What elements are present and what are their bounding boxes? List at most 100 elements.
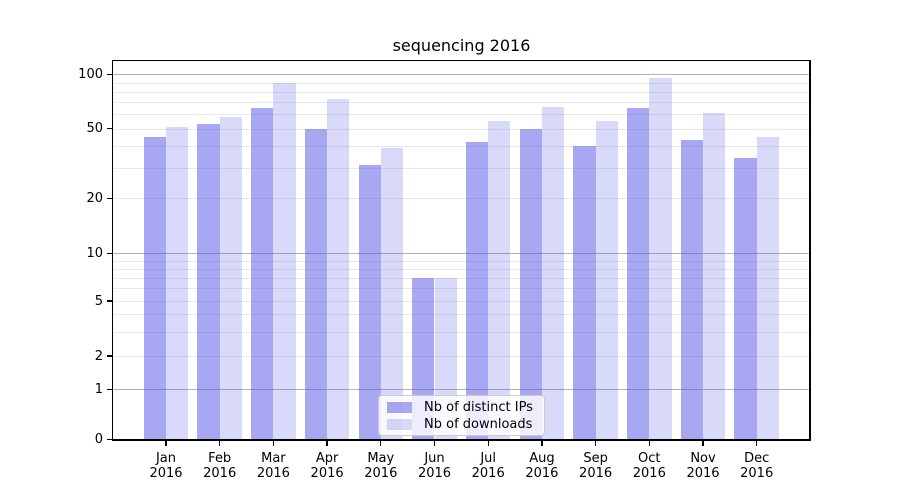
y-tick-mark-50 xyxy=(106,128,113,130)
gridline-major-y-1 xyxy=(113,389,809,391)
axis-spine-right xyxy=(809,59,811,441)
chart-title: sequencing 2016 xyxy=(392,36,531,55)
x-tick-label-jul: Jul 2016 xyxy=(453,451,523,481)
x-tick-month-may: May xyxy=(367,451,395,466)
gridline-major-y-100 xyxy=(113,74,809,76)
bar-downloads-jul xyxy=(488,121,511,440)
x-tick-year-mar: 2016 xyxy=(256,466,290,481)
gridline-y-20 xyxy=(113,198,809,200)
x-tick-label-aug: Aug 2016 xyxy=(507,451,577,481)
gridline-y-5 xyxy=(113,301,809,302)
bar-distinct-ips-apr xyxy=(304,128,328,440)
y-tick-mark-0 xyxy=(106,438,113,440)
x-tick-mark-mar xyxy=(272,441,275,446)
bar-downloads-nov xyxy=(703,113,726,440)
x-tick-mark-may xyxy=(380,441,382,446)
axis-spine-left xyxy=(111,59,113,441)
bar-downloads-dec xyxy=(756,136,779,440)
legend-swatch-downloads xyxy=(387,419,412,430)
gridline-y-6 xyxy=(113,288,809,290)
gridline-y-80 xyxy=(113,91,809,93)
bar-distinct-ips-nov xyxy=(680,140,703,440)
x-tick-label-mar: Mar 2016 xyxy=(238,451,308,481)
gridline-y-30 xyxy=(113,167,809,169)
x-tick-year-sep: 2016 xyxy=(579,466,613,481)
x-tick-month-jul: Jul xyxy=(480,451,497,466)
legend: Nb of distinct IPs Nb of downloads xyxy=(378,394,545,436)
y-tick-mark-20 xyxy=(106,197,113,199)
axis-spine-bottom xyxy=(111,439,811,441)
bar-downloads-aug xyxy=(541,106,565,440)
x-tick-label-apr: Apr 2016 xyxy=(292,451,362,481)
x-tick-label-may: May 2016 xyxy=(346,451,416,481)
x-tick-year-nov: 2016 xyxy=(686,466,720,481)
bars-layer xyxy=(113,61,809,440)
x-tick-label-nov: Nov 2016 xyxy=(668,451,738,481)
x-tick-month-aug: Aug xyxy=(529,451,555,466)
x-tick-month-jun: Jun xyxy=(424,451,445,466)
y-tick-mark-100 xyxy=(106,73,113,75)
bar-distinct-ips-dec xyxy=(734,157,757,440)
legend-item-distinct-ips: Nb of distinct IPs xyxy=(387,400,544,416)
x-tick-label-dec: Dec 2016 xyxy=(722,451,792,481)
bar-distinct-ips-may xyxy=(358,165,381,440)
legend-item-downloads: Nb of downloads xyxy=(387,417,544,433)
legend-label-distinct-ips: Nb of distinct IPs xyxy=(424,399,533,415)
gridline-y-8 xyxy=(113,268,809,270)
y-tick-label-5: 5 xyxy=(94,293,103,309)
x-tick-mark-oct xyxy=(648,441,650,446)
legend-label-downloads: Nb of downloads xyxy=(424,416,533,432)
gridline-y-90 xyxy=(113,82,809,84)
bar-distinct-ips-oct xyxy=(627,108,650,440)
bar-downloads-mar xyxy=(273,82,296,440)
x-tick-mark-feb xyxy=(219,441,221,446)
x-tick-month-dec: Dec xyxy=(744,451,770,466)
x-tick-mark-nov xyxy=(702,441,704,446)
x-tick-year-apr: 2016 xyxy=(310,466,344,481)
x-tick-year-oct: 2016 xyxy=(632,466,666,481)
grid-layer xyxy=(113,61,809,439)
y-tick-label-1: 1 xyxy=(94,381,103,397)
bar-distinct-ips-aug xyxy=(519,128,542,440)
x-tick-year-jan: 2016 xyxy=(149,466,183,481)
gridline-y-3 xyxy=(113,331,809,333)
x-tick-label-jun: Jun 2016 xyxy=(400,451,470,481)
gridline-y-4 xyxy=(113,314,809,316)
bar-downloads-apr xyxy=(327,98,350,440)
x-tick-month-jan: Jan xyxy=(155,451,177,466)
axis-spine-top xyxy=(111,59,811,61)
gridline-y-2 xyxy=(113,356,809,357)
y-tick-label-2: 2 xyxy=(94,348,103,364)
gridline-y-50 xyxy=(113,128,809,130)
x-tick-mark-dec xyxy=(756,441,758,446)
y-tick-label-10: 10 xyxy=(86,245,103,261)
x-tick-mark-jun xyxy=(433,441,436,446)
bar-distinct-ips-feb xyxy=(197,124,220,440)
x-tick-mark-jan xyxy=(165,441,167,446)
legend-swatch-distinct-ips xyxy=(387,402,412,413)
bar-downloads-oct xyxy=(649,78,672,440)
bar-distinct-ips-jul xyxy=(465,141,489,440)
gridline-y-40 xyxy=(113,145,809,147)
x-tick-year-jul: 2016 xyxy=(471,466,505,481)
y-tick-label-0: 0 xyxy=(94,431,103,447)
x-tick-label-oct: Oct 2016 xyxy=(614,451,684,481)
bar-downloads-feb xyxy=(219,117,242,440)
x-tick-label-jan: Jan 2016 xyxy=(131,451,201,481)
x-tick-year-jun: 2016 xyxy=(417,466,452,481)
y-tick-mark-2 xyxy=(106,355,113,357)
x-tick-month-oct: Oct xyxy=(638,451,661,466)
x-tick-mark-sep xyxy=(594,441,597,446)
y-tick-mark-1 xyxy=(106,388,113,390)
x-tick-mark-apr xyxy=(326,441,328,446)
x-tick-month-apr: Apr xyxy=(315,451,339,466)
gridline-major-y-10 xyxy=(113,253,809,255)
bar-downloads-may xyxy=(380,147,404,440)
y-tick-label-100: 100 xyxy=(78,66,103,82)
gridline-y-7 xyxy=(113,277,809,279)
x-tick-label-sep: Sep 2016 xyxy=(561,451,631,481)
x-tick-month-mar: Mar xyxy=(261,451,286,466)
x-tick-month-nov: Nov xyxy=(690,451,716,466)
y-tick-mark-5 xyxy=(106,300,113,302)
